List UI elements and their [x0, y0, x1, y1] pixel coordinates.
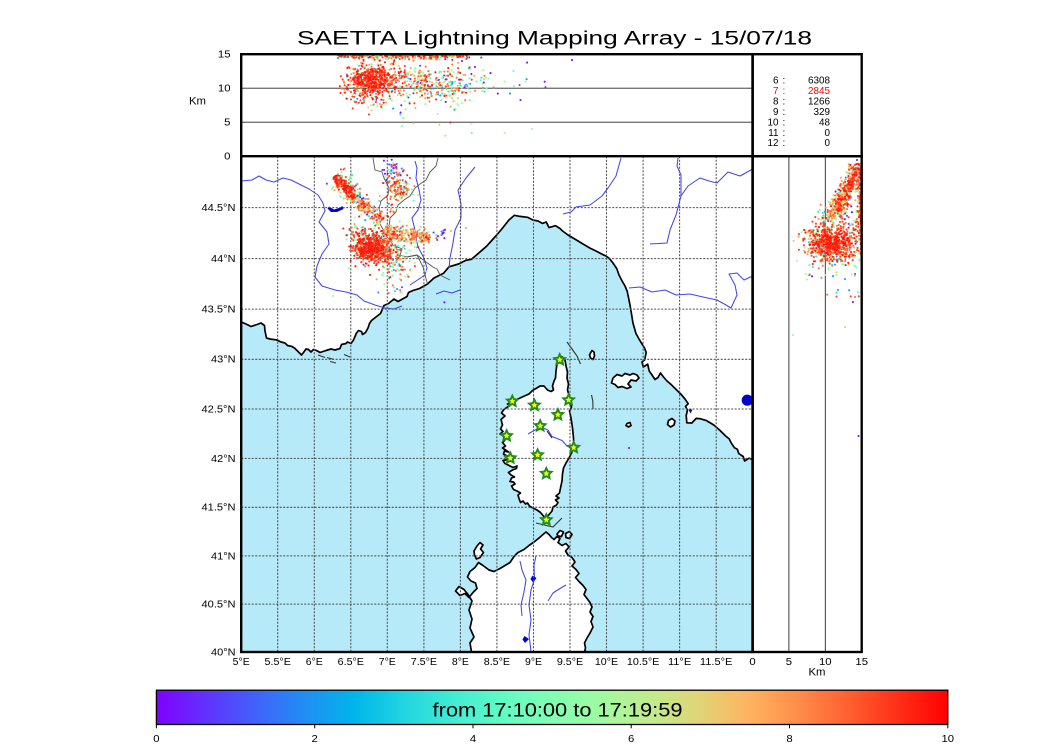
svg-text:6: 6 — [628, 734, 635, 745]
svg-text:Km: Km — [809, 667, 826, 679]
svg-text:from 17:10:00 to 17:19:59: from 17:10:00 to 17:19:59 — [433, 701, 683, 722]
svg-text:8°E: 8°E — [452, 657, 469, 668]
svg-text:329: 329 — [814, 107, 831, 118]
svg-text:15: 15 — [855, 657, 868, 668]
svg-text:44°N: 44°N — [211, 254, 236, 265]
svg-text:11°E: 11°E — [668, 657, 692, 668]
svg-text:10: 10 — [819, 657, 832, 668]
svg-text:1266: 1266 — [808, 96, 830, 107]
svg-text::: : — [783, 128, 786, 139]
svg-text:7: 7 — [773, 86, 779, 97]
svg-text:Km: Km — [189, 96, 206, 108]
svg-text:42.5°N: 42.5°N — [202, 404, 236, 415]
svg-text:10°E: 10°E — [595, 657, 619, 668]
svg-text::: : — [783, 107, 786, 118]
svg-text:10: 10 — [768, 117, 779, 128]
svg-text:41.5°N: 41.5°N — [202, 503, 236, 514]
svg-text:41°N: 41°N — [211, 551, 236, 562]
svg-text:8: 8 — [786, 734, 793, 745]
svg-text:11.5°E: 11.5°E — [700, 657, 733, 668]
svg-text:44.5°N: 44.5°N — [202, 203, 236, 214]
svg-text:11: 11 — [768, 128, 779, 139]
svg-text:40°N: 40°N — [211, 647, 236, 658]
svg-text::: : — [783, 117, 786, 128]
svg-text:0: 0 — [825, 138, 831, 149]
svg-text:15: 15 — [218, 50, 231, 61]
svg-text:2: 2 — [312, 734, 318, 745]
svg-text:7.5°E: 7.5°E — [411, 657, 438, 668]
svg-text:SAETTA Lightning Mapping Array: SAETTA Lightning Mapping Array - 15/07/1… — [297, 27, 812, 49]
svg-text:9: 9 — [773, 107, 779, 118]
svg-text:5: 5 — [224, 118, 231, 129]
svg-text:0: 0 — [224, 152, 231, 163]
svg-text:40.5°N: 40.5°N — [202, 600, 236, 611]
svg-text::: : — [783, 138, 786, 149]
svg-text::: : — [783, 76, 786, 87]
svg-text:9°E: 9°E — [525, 657, 542, 668]
svg-text:7°E: 7°E — [379, 657, 396, 668]
svg-text:10.5°E: 10.5°E — [627, 657, 660, 668]
svg-text:5°E: 5°E — [233, 657, 250, 668]
svg-text:8.5°E: 8.5°E — [484, 657, 511, 668]
svg-text:10: 10 — [218, 84, 231, 95]
svg-text:43.5°N: 43.5°N — [202, 305, 236, 316]
svg-text:4: 4 — [470, 734, 477, 745]
svg-text:5.5°E: 5.5°E — [265, 657, 292, 668]
svg-text:43°N: 43°N — [211, 355, 236, 366]
svg-text:6°E: 6°E — [306, 657, 323, 668]
svg-text::: : — [783, 96, 786, 107]
svg-text::: : — [783, 86, 786, 97]
svg-text:6.5°E: 6.5°E — [338, 657, 365, 668]
svg-text:12: 12 — [768, 138, 779, 149]
svg-text:0: 0 — [749, 657, 756, 668]
svg-text:0: 0 — [153, 734, 160, 745]
svg-text:42°N: 42°N — [211, 454, 236, 465]
svg-text:2845: 2845 — [808, 86, 830, 97]
svg-text:6: 6 — [773, 76, 779, 87]
svg-text:9.5°E: 9.5°E — [557, 657, 584, 668]
svg-text:48: 48 — [819, 117, 830, 128]
svg-text:5: 5 — [786, 657, 793, 668]
svg-text:6308: 6308 — [808, 76, 830, 87]
svg-text:8: 8 — [773, 96, 779, 107]
svg-text:10: 10 — [942, 734, 955, 745]
svg-text:0: 0 — [825, 128, 831, 139]
